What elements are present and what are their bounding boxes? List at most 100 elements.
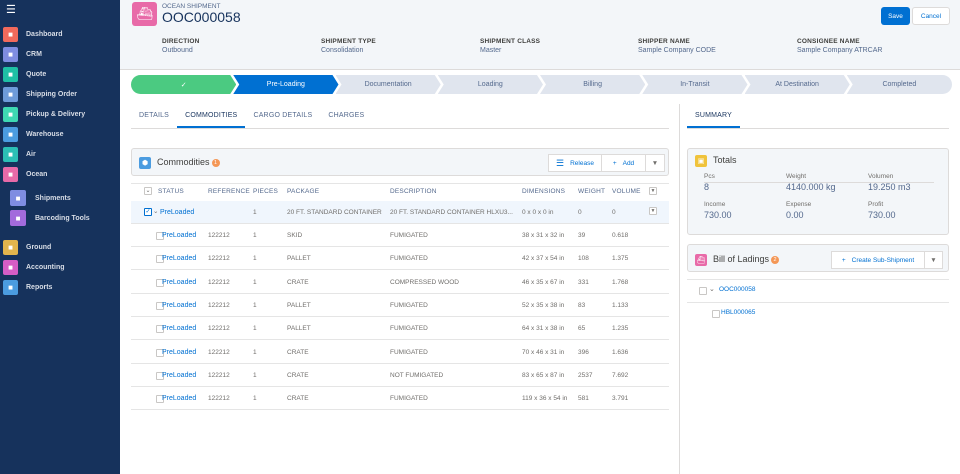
header-field: SHIPPER NAME Sample Company CODE — [638, 38, 716, 54]
sidebar-item-accounting[interactable]: ■ Accounting — [0, 258, 120, 276]
ship-icon: ⛴ — [132, 2, 157, 26]
field-value: Master — [480, 47, 502, 54]
tab-summary[interactable]: SUMMARY — [687, 104, 741, 128]
save-button[interactable]: Save — [881, 7, 910, 25]
row-checkbox-checked[interactable]: ✓ — [144, 208, 152, 216]
table-row[interactable]: PreLoaded 122212 1 SKID FUMIGATED 38 x 31 x 3… — [131, 224, 669, 247]
select-all-checkbox[interactable]: ⌄ — [144, 187, 152, 195]
cell-status[interactable]: PreLoaded — [162, 348, 197, 356]
more-actions-dropdown[interactable]: ▼ — [645, 154, 665, 172]
sidebar-item-quote[interactable]: ■ Quote — [0, 65, 120, 83]
column-header[interactable]: DIMENSIONS — [522, 188, 566, 195]
sidebar-item-pickup-delivery[interactable]: ■ Pickup & Delivery — [0, 105, 120, 123]
cell-status[interactable]: PreLoaded — [162, 395, 197, 403]
column-header[interactable]: WEIGHT — [578, 188, 606, 195]
row-checkbox[interactable] — [156, 348, 164, 357]
bol-link-master[interactable]: OOC000058 — [719, 286, 756, 293]
hamburger-menu-icon[interactable]: ☰ — [6, 4, 16, 16]
cell-status[interactable]: PreLoaded — [160, 209, 195, 216]
sidebar-item-warehouse[interactable]: ■ Warehouse — [0, 125, 120, 143]
row-checkbox[interactable] — [156, 325, 164, 334]
count-badge: 1 — [211, 158, 220, 167]
add-label: Add — [622, 159, 635, 167]
release-button[interactable]: ☰ Release — [548, 154, 602, 172]
cell-reference: 122212 — [208, 232, 230, 239]
cell-status[interactable]: PreLoaded — [162, 278, 197, 286]
bol-link-house[interactable]: HBL000065 — [721, 309, 756, 316]
bol-checkbox[interactable] — [699, 287, 707, 295]
sidebar-item-ocean[interactable]: ■ Ocean — [0, 165, 120, 183]
row-checkbox[interactable] — [156, 232, 164, 240]
cell-weight: 65 — [578, 325, 586, 333]
chevron-down-icon[interactable]: ⌄ — [153, 208, 159, 215]
path-step[interactable]: Documentation — [336, 75, 441, 94]
sidebar-item-shipments[interactable]: ■ Shipments — [0, 189, 120, 207]
sidebar-item-air[interactable]: ■ Air — [0, 145, 120, 163]
tab-charges[interactable]: CHARGES — [328, 112, 365, 119]
sidebar-item-crm[interactable]: ■ CRM — [0, 45, 120, 63]
sidebar-item-barcoding-tools[interactable]: ■ Barcoding Tools — [0, 209, 120, 227]
path-step[interactable]: Pre-Loading — [233, 75, 338, 94]
column-menu-icon[interactable]: ▼ — [649, 187, 657, 195]
table-row[interactable]: PreLoaded 122212 1 PALLET FUMIGATED 64 x 31 x… — [131, 317, 669, 341]
cell-package: SKID — [287, 232, 303, 239]
add-button[interactable]: + Add — [601, 154, 646, 172]
cancel-button[interactable]: Cancel — [912, 7, 950, 25]
header-field: DIRECTION Outbound — [162, 38, 200, 54]
cell-package: CRATE — [287, 371, 309, 379]
column-header[interactable]: STATUS — [158, 188, 184, 195]
field-value: Outbound — [162, 47, 193, 54]
cell-status[interactable]: PreLoaded — [162, 301, 197, 309]
path-step[interactable]: Completed — [846, 75, 952, 94]
path-step[interactable]: Billing — [540, 75, 645, 94]
table-row[interactable]: PreLoaded 122212 1 CRATE FUMIGATED 119 x 36 x… — [131, 387, 669, 411]
column-header[interactable]: PIECES — [253, 188, 279, 195]
tab-cargo-details[interactable]: CARGO DETAILS — [253, 112, 313, 119]
cell-status[interactable]: PreLoaded — [162, 255, 197, 263]
total-value: 8 — [704, 182, 710, 192]
row-checkbox[interactable] — [156, 395, 164, 404]
cell-reference: 122212 — [208, 301, 230, 309]
table-row[interactable]: ✓ ⌄ PreLoaded 1 20 FT. STANDARD CONTAINER 20… — [131, 201, 669, 224]
table-row[interactable]: PreLoaded 122212 1 PALLET FUMIGATED 42 x 37 x… — [131, 247, 669, 271]
column-header[interactable]: DESCRIPTION — [390, 188, 437, 195]
path-step[interactable]: Loading — [438, 75, 543, 94]
create-sub-shipment-button[interactable]: + Create Sub-Shipment — [831, 251, 925, 269]
column-header[interactable]: REFERENCE — [208, 188, 250, 195]
briefcase-icon: ▣ — [695, 155, 707, 167]
cell-status[interactable]: PreLoaded — [162, 371, 197, 379]
path-step[interactable]: At Destination — [745, 75, 850, 94]
chevron-down-icon[interactable]: ⌄ — [709, 286, 715, 293]
table-row[interactable]: PreLoaded 122212 1 CRATE COMPRESSED WOOD 46 x… — [131, 271, 669, 294]
reports-icon: ■ — [3, 279, 18, 295]
tab-commodities[interactable]: COMMODITIES — [177, 104, 246, 128]
object-type: OCEAN SHIPMENT — [162, 3, 221, 10]
cell-volume: 3.791 — [612, 395, 629, 403]
cell-weight: 108 — [578, 255, 589, 263]
count-badge: 2 — [771, 255, 780, 264]
column-header[interactable]: VOLUME — [612, 188, 641, 195]
row-checkbox[interactable] — [156, 301, 164, 310]
cell-status[interactable]: PreLoaded — [162, 232, 197, 239]
cell-package: CRATE — [287, 348, 309, 356]
cell-volume: 0 — [612, 209, 616, 216]
table-row[interactable]: PreLoaded 122212 1 CRATE FUMIGATED 70 x 46 x … — [131, 341, 669, 364]
sidebar-item-ground[interactable]: ■ Ground — [0, 238, 120, 256]
path-step[interactable]: ✓ — [131, 75, 236, 94]
ground-truck-icon: ■ — [3, 239, 18, 255]
tab-details[interactable]: DETAILS — [139, 112, 170, 119]
column-header[interactable]: PACKAGE — [287, 188, 320, 195]
bol-more-dropdown[interactable]: ▼ — [924, 251, 943, 269]
bol-checkbox[interactable] — [712, 310, 720, 318]
path-step[interactable]: In-Transit — [642, 75, 747, 94]
row-checkbox[interactable] — [156, 371, 164, 380]
row-checkbox[interactable] — [156, 278, 164, 287]
sidebar-item-reports[interactable]: ■ Reports — [0, 278, 120, 296]
table-row[interactable]: PreLoaded 122212 1 PALLET FUMIGATED 52 x 35 x… — [131, 294, 669, 317]
row-checkbox[interactable] — [156, 255, 164, 264]
table-row[interactable]: PreLoaded 122212 1 CRATE NOT FUMIGATED 83 x 6… — [131, 364, 669, 387]
sidebar-item-dashboard[interactable]: ■ Dashboard — [0, 25, 120, 43]
row-menu-icon[interactable]: ▼ — [649, 207, 657, 215]
sidebar-item-shipping-order[interactable]: ■ Shipping Order — [0, 85, 120, 103]
cell-status[interactable]: PreLoaded — [162, 325, 197, 333]
